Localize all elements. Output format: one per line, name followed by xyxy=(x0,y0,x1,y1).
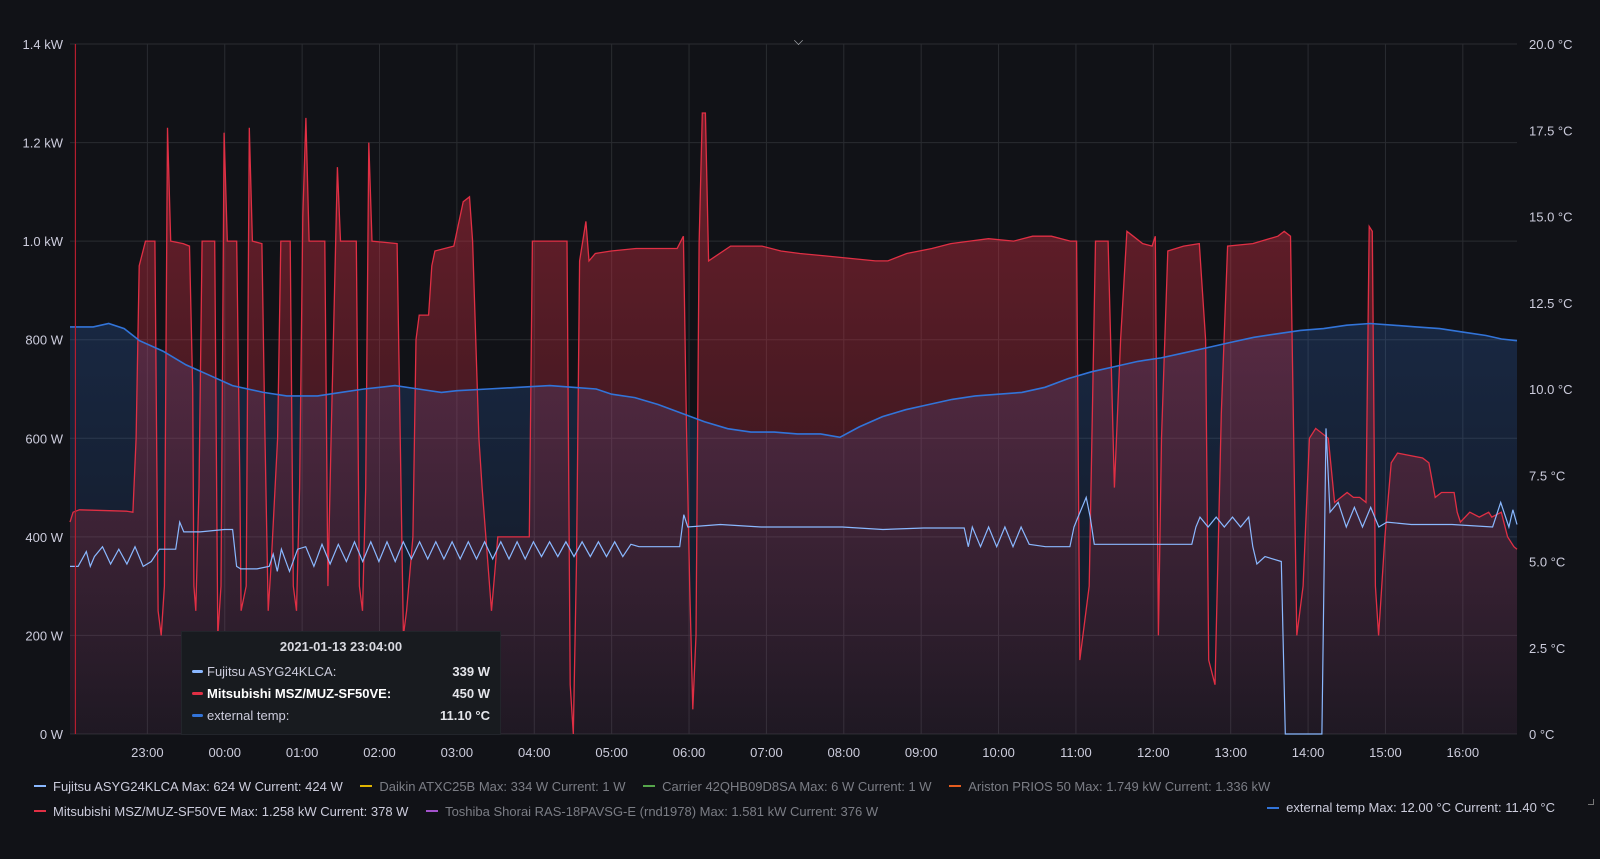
x-tick-label: 13:00 xyxy=(1214,745,1247,760)
y-left-tick-label: 1.4 kW xyxy=(23,37,64,52)
y-left-tick-label: 0 W xyxy=(40,727,64,742)
legend-swatch xyxy=(949,785,962,787)
legend-row-1: Fujitsu ASYG24KLCA Max: 624 W Current: 4… xyxy=(34,775,1284,794)
legend-item-carrier[interactable]: Carrier 42QHB09D8SA Max: 6 W Current: 1 … xyxy=(643,778,932,794)
x-tick-label: 03:00 xyxy=(441,745,474,760)
legend-label: external temp Max: 12.00 °C Current: 11.… xyxy=(1286,800,1555,815)
y-left-tick-label: 400 W xyxy=(25,530,63,545)
legend-swatch xyxy=(643,785,656,787)
legend-item-mitsubishi[interactable]: Mitsubishi MSZ/MUZ-SF50VE Max: 1.258 kW … xyxy=(34,804,408,819)
x-tick-label: 00:00 xyxy=(208,745,241,760)
y-right-tick-label: 0 °C xyxy=(1529,727,1554,742)
x-tick-label: 05:00 xyxy=(595,745,628,760)
hover-tooltip: 2021-01-13 23:04:00 Fujitsu ASYG24KLCA: … xyxy=(181,631,501,735)
tooltip-row-mitsubishi: Mitsubishi MSZ/MUZ-SF50VE: 450 W xyxy=(192,682,490,704)
x-tick-label: 08:00 xyxy=(828,745,861,760)
mitsubishi-line xyxy=(69,112,1518,735)
legend-row-2: Mitsubishi MSZ/MUZ-SF50VE Max: 1.258 kW … xyxy=(34,800,892,819)
tooltip-series-value: 450 W xyxy=(452,685,490,701)
x-tick-label: 09:00 xyxy=(905,745,938,760)
legend-label: Carrier 42QHB09D8SA Max: 6 W Current: 1 … xyxy=(662,778,932,794)
legend-label: Fujitsu ASYG24KLCA Max: 624 W Current: 4… xyxy=(53,778,343,794)
x-tick-label: 11:00 xyxy=(1060,745,1092,760)
y-right-tick-label: 7.5 °C xyxy=(1529,468,1565,483)
y-right-tick-label: 10.0 °C xyxy=(1529,382,1573,397)
y-right-tick-label: 5.0 °C xyxy=(1529,555,1565,570)
y-right-tick-label: 12.5 °C xyxy=(1529,296,1573,311)
legend-swatch xyxy=(426,810,439,812)
x-tick-label: 01:00 xyxy=(286,745,319,760)
legend-swatch xyxy=(360,785,373,787)
legend-swatch xyxy=(34,810,46,812)
x-tick-label: 07:00 xyxy=(750,745,783,760)
y-left-tick-label: 1.2 kW xyxy=(23,136,64,151)
x-tick-label: 16:00 xyxy=(1447,745,1480,760)
tooltip-series-name: external temp: xyxy=(207,707,290,723)
y-left-tick-label: 1.0 kW xyxy=(23,234,64,249)
x-tick-label: 02:00 xyxy=(363,745,396,760)
y-left-tick-label: 600 W xyxy=(25,431,63,446)
y-left-tick-label: 800 W xyxy=(25,333,63,348)
legend-label: Mitsubishi MSZ/MUZ-SF50VE Max: 1.258 kW … xyxy=(53,803,409,819)
series-swatch xyxy=(192,669,203,673)
legend-item-daikin[interactable]: Daikin ATXC25B Max: 334 W Current: 1 W xyxy=(360,779,625,794)
x-tick-label: 06:00 xyxy=(673,745,706,760)
tooltip-series-value: 339 W xyxy=(452,663,490,679)
tooltip-series-name: Fujitsu ASYG24KLCA: xyxy=(207,663,337,679)
x-tick-label: 15:00 xyxy=(1369,745,1402,760)
x-tick-label: 12:00 xyxy=(1137,745,1170,760)
y-right-tick-label: 15.0 °C xyxy=(1529,210,1573,225)
tooltip-series-value: 11.10 °C xyxy=(439,707,490,723)
x-tick-label: 04:00 xyxy=(518,745,551,760)
fujitsu-line xyxy=(70,428,1518,735)
legend-swatch xyxy=(34,785,46,787)
resize-handle-icon[interactable] xyxy=(1588,799,1594,805)
legend-label: Daikin ATXC25B Max: 334 W Current: 1 W xyxy=(379,778,626,794)
legend-label: Toshiba Shorai RAS-18PAVSG-E (rnd1978) M… xyxy=(445,803,879,819)
legend-swatch xyxy=(1267,806,1280,809)
x-tick-label: 23:00 xyxy=(131,745,164,760)
axis-labels: 0 W 200 W 400 W 600 W 800 W 1.0 kW 1.2 kW 1.4 k… xyxy=(23,37,1573,760)
legend-label: Ariston PRIOS 50 Max: 1.749 kW Current: … xyxy=(968,778,1271,794)
tooltip-series-name: Mitsubishi MSZ/MUZ-SF50VE: xyxy=(207,685,392,701)
legend-item-external-temp[interactable]: external temp Max: 12.00 °C Current: 11.… xyxy=(1267,800,1555,815)
y-left-tick-label: 200 W xyxy=(25,628,63,643)
y-right-tick-label: 17.5 °C xyxy=(1529,123,1573,138)
y-right-tick-label: 20.0 °C xyxy=(1529,37,1573,52)
tooltip-time: 2021-01-13 23:04:00 xyxy=(279,639,403,654)
legend-item-ariston[interactable]: Ariston PRIOS 50 Max: 1.749 kW Current: … xyxy=(949,779,1270,794)
legend-item-toshiba[interactable]: Toshiba Shorai RAS-18PAVSG-E (rnd1978) M… xyxy=(426,804,878,819)
tooltip-row-external-temp: external temp: 11.10 °C xyxy=(192,704,490,726)
series-swatch xyxy=(192,691,203,695)
x-tick-label: 14:00 xyxy=(1292,745,1325,760)
legend-item-fujitsu[interactable]: Fujitsu ASYG24KLCA Max: 624 W Current: 4… xyxy=(34,779,343,794)
series-swatch xyxy=(192,713,203,717)
external-temp-line xyxy=(70,322,1518,439)
tooltip-row-fujitsu: Fujitsu ASYG24KLCA: 339 W xyxy=(192,660,490,682)
x-tick-label: 10:00 xyxy=(982,745,1015,760)
y-right-tick-label: 2.5 °C xyxy=(1529,641,1565,656)
